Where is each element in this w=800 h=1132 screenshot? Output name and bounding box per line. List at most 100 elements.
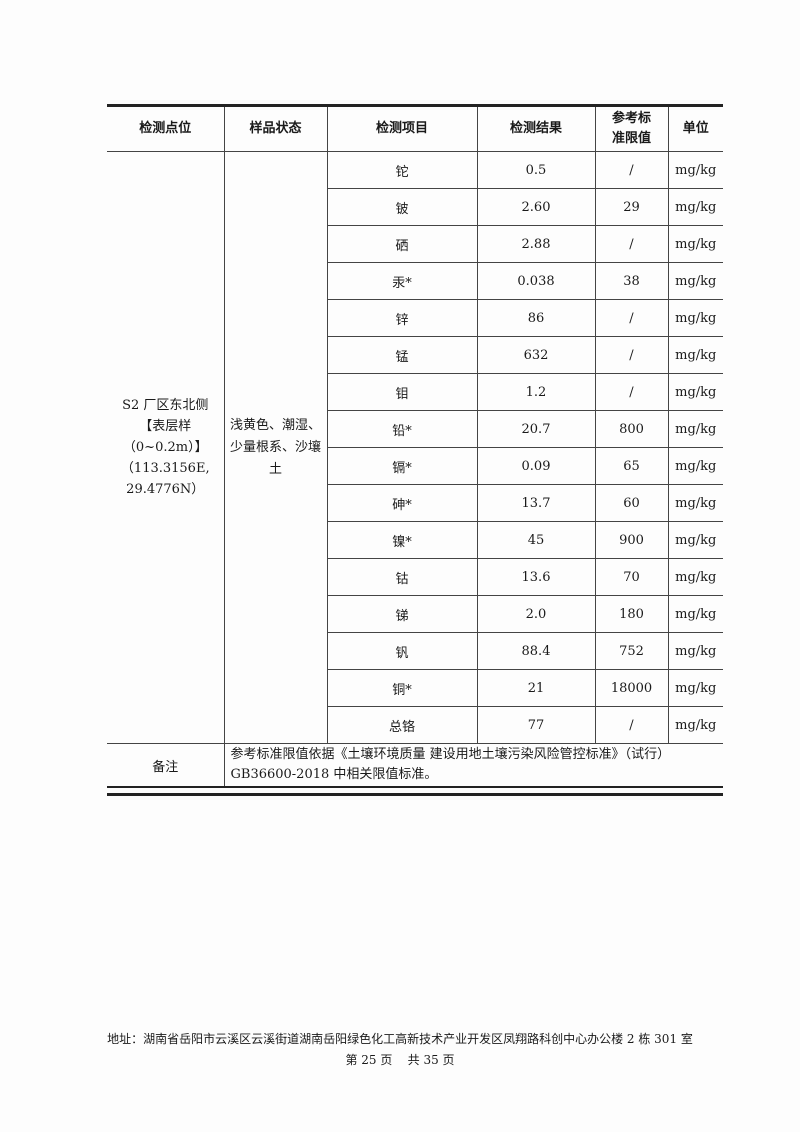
limit-cell: 65 [594,447,669,485]
remark-line: 参考标准限值依据《土壤环境质量 建设用地土壤污染风险管控标准》（试行） [230,747,671,762]
remark-text: 参考标准限值依据《土壤环境质量 建设用地土壤污染风险管控标准》（试行） GB366… [223,743,723,788]
item-cell: 砷* [327,484,478,522]
table-row: 锑 2.0 180 mg/kg [107,595,723,633]
footer-address: 地址：湖南省岳阳市云溪区云溪街道湖南岳阳绿色化工高新技术产业开发区凤翔路科创中心… [107,1032,693,1046]
result-cell: 0.5 [476,151,596,189]
location-line: （113.3156E, [120,461,210,476]
result-cell: 77 [476,706,596,744]
item-cell: 铍 [327,188,478,226]
unit-cell: mg/kg [667,225,723,263]
limit-cell: 900 [594,521,669,559]
result-cell: 0.038 [476,262,596,300]
unit-cell: mg/kg [667,521,723,559]
limit-cell: 180 [594,595,669,633]
item-cell: 镉* [327,447,478,485]
unit-cell: mg/kg [667,262,723,300]
sample-state-line: 少量根系、沙壤 [229,439,321,455]
table-row: S2 厂区东北侧 【表层样 （0~0.2m）】 （113.3156E, 29.4776N… [107,151,723,744]
unit-cell: mg/kg [667,151,723,189]
header-unit: 单位 [667,105,723,152]
table-row: 镉* 0.09 65 mg/kg [107,447,723,485]
result-cell: 45 [476,521,596,559]
limit-cell: / [594,151,669,189]
unit-cell: mg/kg [667,373,723,411]
limit-cell: / [594,373,669,411]
unit-cell: mg/kg [667,632,723,670]
sample-state-cell: 浅黄色、潮湿、 少量根系、沙壤土 [223,151,328,744]
item-cell: 钼 [327,373,478,411]
limit-cell: 60 [594,484,669,522]
item-cell: 镍* [327,521,478,559]
table-row: 铅* 20.7 800 mg/kg [107,410,723,448]
result-cell: 2.0 [476,595,596,633]
location-line: 29.4776N） [126,482,205,497]
unit-cell: mg/kg [667,410,723,448]
limit-cell: / [594,299,669,337]
unit-cell: mg/kg [667,299,723,337]
unit-cell: mg/kg [667,484,723,522]
remark-line: GB36600-2018 中相关限值标准。 [230,767,438,782]
limit-cell: 752 [594,632,669,670]
table-row: 钴 13.6 70 mg/kg [107,558,723,596]
limit-cell: / [594,706,669,744]
location-line: 【表层样 [139,419,192,434]
item-cell: 钴 [327,558,478,596]
limit-cell: 38 [594,262,669,300]
result-cell: 20.7 [476,410,596,448]
item-cell: 铅* [327,410,478,448]
item-cell: 锑 [327,595,478,633]
header-limit: 参考标准限值 [594,105,669,152]
header-sample-state: 样品状态 [223,105,328,152]
footer-page-number: 第 25 页 共 35 页 [345,1053,455,1067]
result-cell: 13.6 [476,558,596,596]
table-row: 硒 2.88/mg/kg [107,225,723,263]
location-cell: S2 厂区东北侧 【表层样 （0~0.2m）】 （113.3156E, 29.4776N… [107,151,225,744]
table-row: 镍* 45 900 mg/kg [107,521,723,559]
item-cell: 总铬 [327,706,478,744]
limit-cell: 800 [594,410,669,448]
item-cell: 锌 [327,299,478,337]
unit-cell: mg/kg [667,336,723,374]
unit-cell: mg/kg [667,558,723,596]
item-cell: 锰 [327,336,478,374]
table-row: 汞* 0.038 38 mg/kg [107,262,723,300]
result-cell: 2.60 [476,188,596,226]
sample-state-line: 浅黄色、潮湿、 [229,417,321,433]
item-cell: 铜* [327,669,478,707]
unit-cell: mg/kg [667,188,723,226]
unit-cell: mg/kg [667,595,723,633]
result-cell: 2.88 [476,225,596,263]
result-cell: 0.09 [476,447,596,485]
limit-cell: / [594,336,669,374]
result-cell: 86 [476,299,596,337]
item-cell: 铊 [326,151,478,189]
location-line: S2 厂区东北侧 [122,398,209,413]
item-cell: 硒 [327,225,478,263]
table-row: 总铬 77/mg/kg [107,706,723,744]
bottom-rule [107,793,723,796]
limit-cell: 18000 [594,669,669,707]
limit-cell: 29 [594,188,669,226]
remark-row: 备注 参考标准限值依据《土壤环境质量 建设用地土壤污染风险管控标准》（试行） GB3… [107,743,723,788]
result-cell: 21 [476,669,596,707]
test-results-table: 检测点位 样品状态 检测项目 检测结果 参考标准限值 单位 S2 厂区东北侧 【表… [107,104,723,788]
table-row: 钒 88.4 752 mg/kg [107,632,723,670]
table-row: 锌 86/mg/kg [107,299,723,337]
result-cell: 632 [476,336,596,374]
location-line: （0~0.2m）】 [122,440,208,455]
header-result: 检测结果 [476,105,596,152]
header-item: 检测项目 [326,105,478,152]
header-location: 检测点位 [107,105,225,152]
result-cell: 13.7 [476,484,596,522]
unit-cell: mg/kg [667,669,723,707]
item-cell: 汞* [327,262,478,300]
remark-label: 备注 [107,743,225,788]
limit-cell: 70 [594,558,669,596]
unit-cell: mg/kg [667,447,723,485]
limit-cell: / [594,225,669,263]
result-cell: 88.4 [476,632,596,670]
header-limit-text: 参考标准限值 [612,111,652,146]
sample-state-line: 土 [268,461,282,477]
item-cell: 钒 [327,632,478,670]
